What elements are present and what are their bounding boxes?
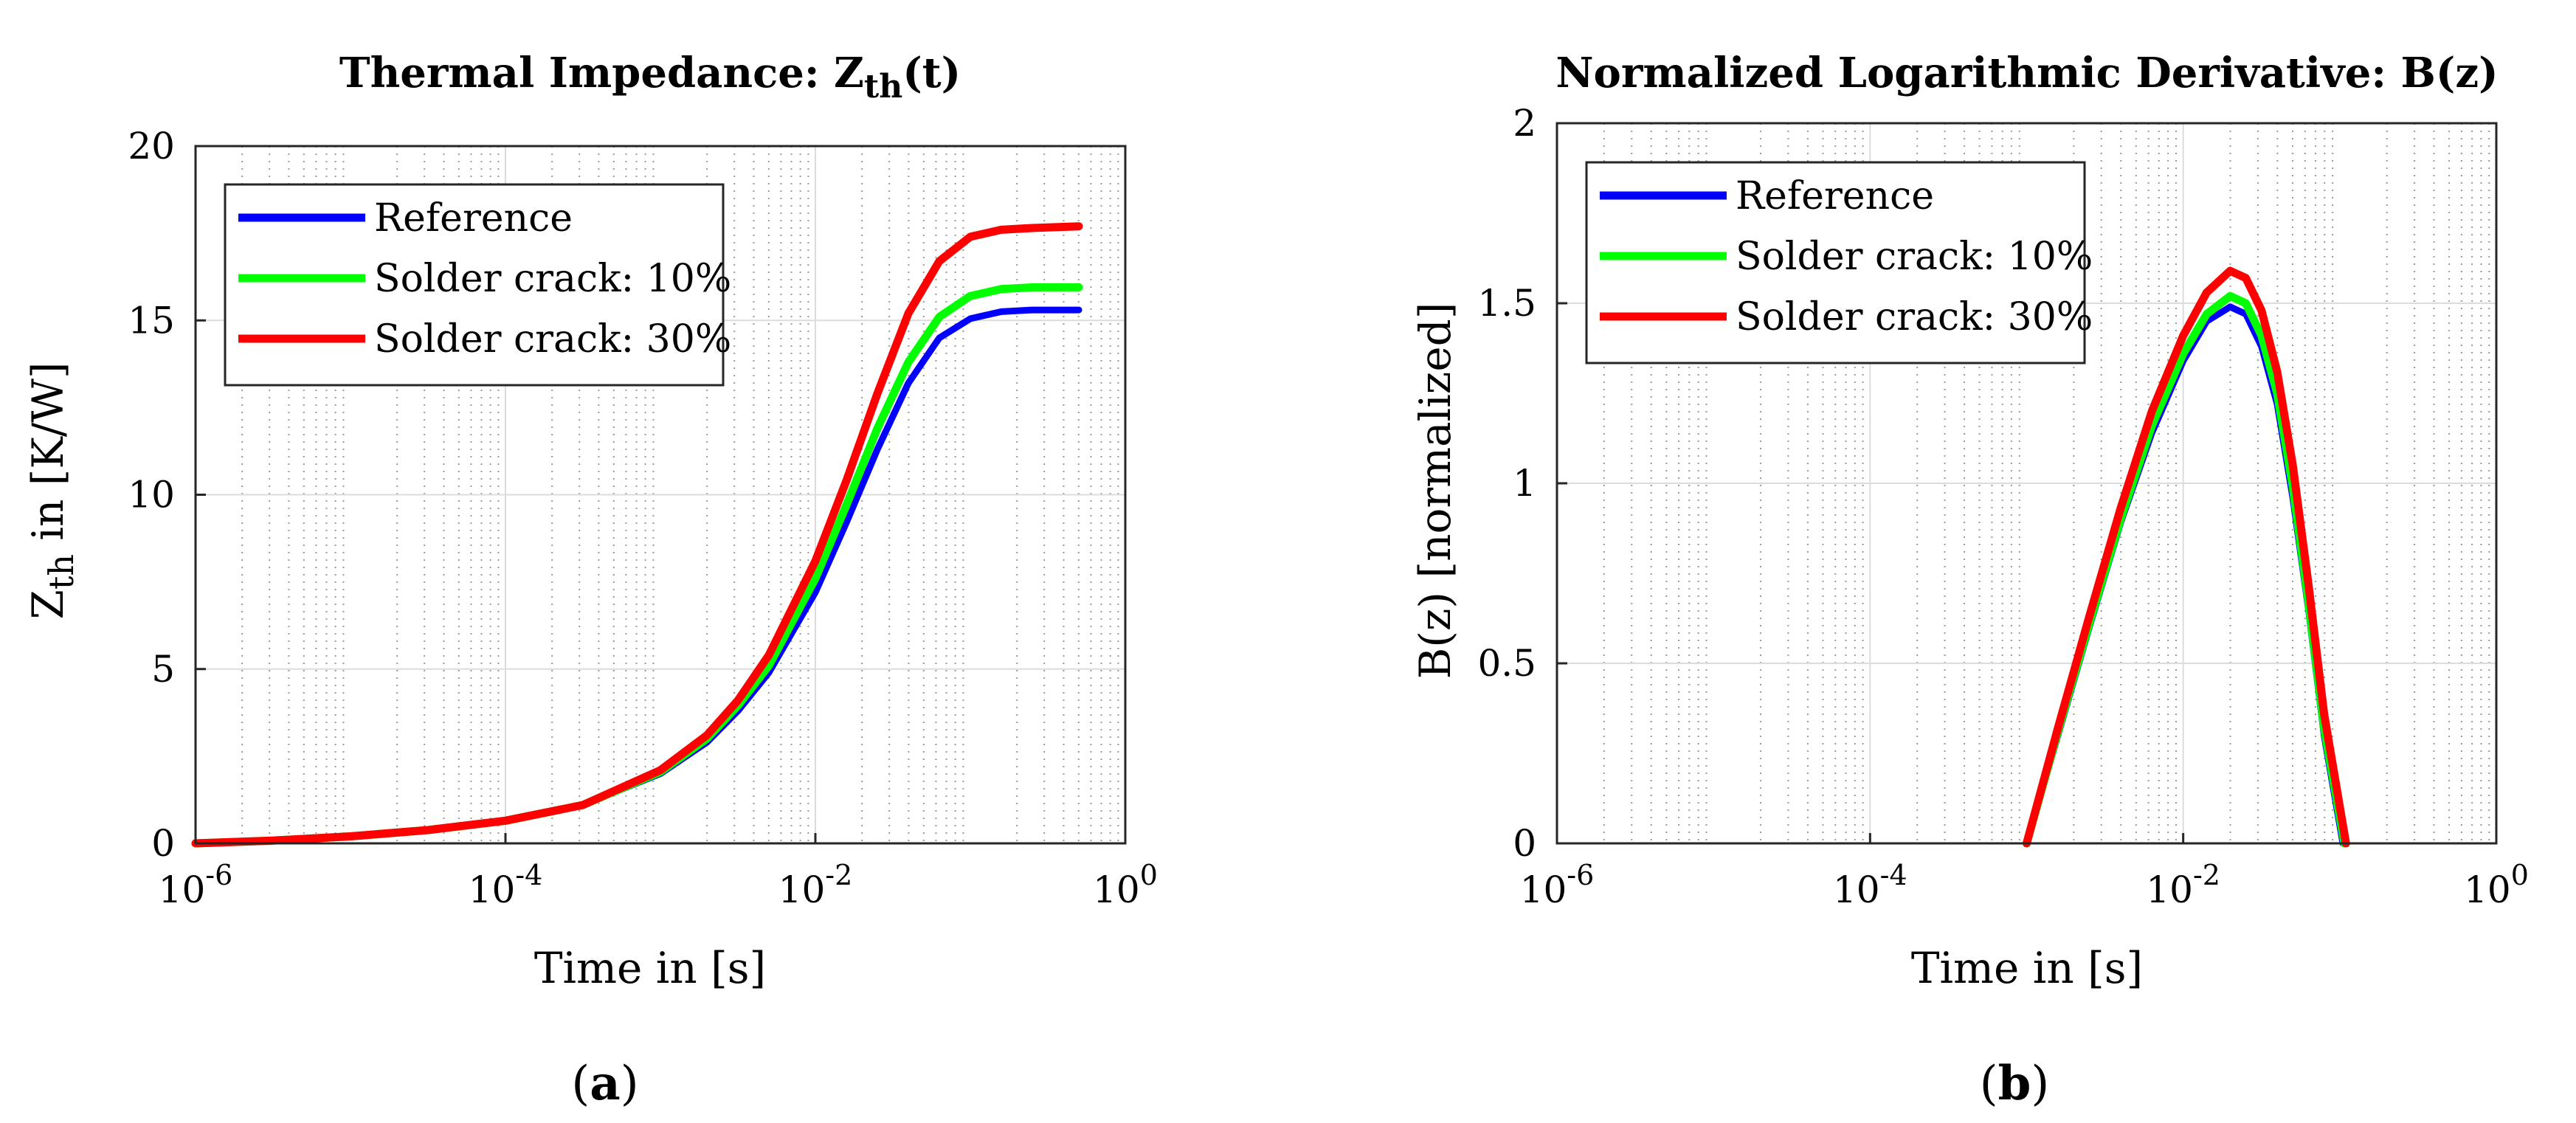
chart-b-legend-label: Solder crack: 30% [1736,295,2093,339]
chart-a-legend-label: Solder crack: 10% [374,257,731,301]
chart-a-y-tick-label: 15 [128,299,175,342]
panel-b-caption: (b) [1980,1056,2050,1111]
chart-b-y-tick-label: 0.5 [1477,642,1536,685]
chart-a-x-tick-label: 10-4 [469,859,543,911]
chart-b-legend: Reference Solder crack: 10% Solder crack: … [1585,161,2093,364]
chart-a-y-tick-label: 5 [151,648,175,691]
chart-a-legend-label: Reference [374,196,573,241]
chart-a-legend-label: Solder crack: 30% [374,317,731,362]
chart-b-ylabel: B(z) [normalized] [1410,303,1460,680]
chart-b-x-tick-label: 10-2 [2146,859,2220,911]
chart-a-y-tick-label: 10 [128,474,175,516]
chart-b-y-tick-label: 0 [1513,822,1536,865]
chart-b-title: Normalized Logarithmic Derivative: B(z) [1555,49,2498,97]
chart-a-x-tick-label: 10-6 [159,859,233,911]
chart-a-title: Thermal Impedance: Zth(t) [339,49,961,106]
chart-a-x-tick-label: 10-2 [778,859,853,911]
chart-a-ylabel: Zth in [K/W] [23,362,81,620]
chart-b-legend-label: Reference [1736,174,1934,218]
chart-b-y-tick-label: 1 [1513,462,1536,505]
chart-a-legend: Reference Solder crack: 10% Solder crack: … [224,183,731,387]
chart-a-x-tick-label: 100 [1093,859,1158,911]
chart-b-x-tick-label: 10-4 [1833,859,1907,911]
panel-b-chart: Normalized Logarithmic Derivative: B(z) … [1410,49,2529,1111]
chart-b-y-tick-label: 2 [1513,102,1536,145]
chart-b-x-tick-label: 100 [2464,859,2529,911]
chart-b-series-line-3 [2023,266,2350,848]
panel-a-caption: (a) [571,1056,638,1111]
chart-a-xlabel: Time in [s] [534,943,766,993]
chart-a-y-tick-label: 0 [151,822,175,865]
chart-a-series-line-3 [191,222,1083,848]
chart-b-y-tick-label: 1.5 [1477,282,1536,325]
panel-a-chart: Thermal Impedance: Zth(t) Time in [s] Zt… [23,49,1158,1111]
chart-b-x-tick-label: 10-6 [1520,859,1595,911]
chart-b-xlabel: Time in [s] [1911,943,2143,993]
chart-a-y-tick-label: 20 [128,125,175,167]
chart-b-legend-label: Solder crack: 10% [1736,235,2093,279]
